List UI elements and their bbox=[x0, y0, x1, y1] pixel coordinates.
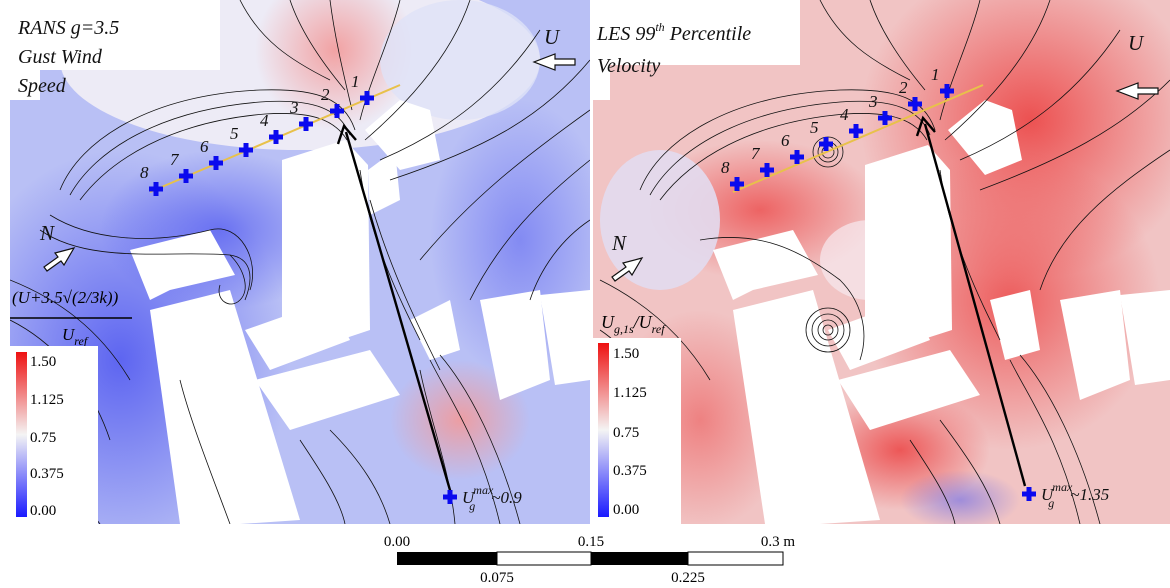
left-wind-label: U bbox=[544, 25, 561, 49]
left-tick-0-75: 0.75 bbox=[30, 430, 56, 446]
right-point-markers: 1 2 34 5 6 7 8 bbox=[721, 65, 954, 191]
left-colorbar-numerator: (U+3.5√(2/3k)) bbox=[12, 288, 119, 307]
right-wind-arrow-icon bbox=[1115, 82, 1159, 100]
left-point-label-3: 3 bbox=[289, 98, 299, 117]
right-colorbar-gradient bbox=[598, 343, 609, 517]
right-point-label-8: 8 bbox=[721, 158, 730, 177]
scale-seg-4 bbox=[687, 551, 784, 566]
scale-seg-3 bbox=[591, 552, 688, 565]
right-title-line-1: LES 99th Percentile bbox=[596, 20, 751, 45]
right-colorbar-title: Ug,1s/Uref bbox=[601, 312, 666, 336]
right-title: LES 99th Percentile Velocity bbox=[596, 20, 751, 77]
left-north-label: N bbox=[39, 221, 55, 245]
right-title-line-2: Velocity bbox=[597, 55, 660, 77]
scale-label-0-3m: 0.3 m bbox=[761, 534, 796, 550]
right-colorbar: Ug,1s/Uref 1.50 1.125 0.75 0.375 0.00 bbox=[593, 312, 681, 524]
right-tick-0-00: 0.00 bbox=[613, 502, 639, 518]
right-buildings bbox=[713, 100, 1170, 524]
right-wind-label: U bbox=[1128, 31, 1145, 55]
right-north-label: N bbox=[611, 231, 627, 255]
scale-seg-1 bbox=[397, 552, 497, 565]
right-tick-0-375: 0.375 bbox=[613, 463, 647, 479]
left-title: RANS g=3.5 Gust Wind Speed bbox=[17, 17, 119, 97]
left-point-label-7: 7 bbox=[170, 150, 180, 169]
right-umax-arrow bbox=[915, 115, 1027, 487]
right-point-label-6: 6 bbox=[781, 131, 790, 150]
left-tick-0-00: 0.00 bbox=[30, 503, 56, 519]
scale-label-0-15: 0.15 bbox=[578, 534, 604, 550]
left-title-line-2: Gust Wind bbox=[18, 46, 103, 68]
left-point-label-4: 4 bbox=[260, 111, 269, 130]
scale-label-0-00: 0.00 bbox=[384, 534, 410, 550]
right-tick-0-75: 0.75 bbox=[613, 425, 639, 441]
left-tick-0-375: 0.375 bbox=[30, 466, 64, 482]
left-point-label-6: 6 bbox=[200, 137, 209, 156]
right-panel-les bbox=[593, 0, 1170, 524]
left-tick-1-125: 1.125 bbox=[30, 392, 64, 408]
left-point-label-8: 8 bbox=[140, 163, 149, 182]
left-umax-arrow bbox=[336, 123, 454, 498]
left-colorbar-denominator: Uref bbox=[62, 325, 89, 348]
scale-label-0-225: 0.225 bbox=[671, 570, 705, 586]
right-tick-1-125: 1.125 bbox=[613, 385, 647, 401]
left-umax-annotation: Umax g ~0.9 bbox=[443, 483, 522, 513]
left-colorbar: (U+3.5√(2/3k)) Uref 1.50 1.125 0.75 0.37… bbox=[10, 288, 132, 524]
left-point-label-1: 1 bbox=[351, 72, 360, 91]
right-point-label-7: 7 bbox=[751, 144, 761, 163]
left-point-markers: 1 2 3 4 5 6 7 8 bbox=[140, 72, 374, 196]
left-title-line-3: Speed bbox=[18, 75, 67, 97]
scale-bar: 0.00 0.15 0.3 m 0.075 0.225 bbox=[384, 534, 796, 586]
left-point-label-2: 2 bbox=[321, 85, 330, 104]
right-point-label-4: 4 bbox=[840, 105, 849, 124]
left-umax-text: Umax g ~0.9 bbox=[462, 483, 522, 513]
left-wind-arrow-icon bbox=[532, 53, 576, 71]
left-point-label-5: 5 bbox=[230, 124, 239, 143]
left-streamlines bbox=[10, 0, 590, 524]
right-point-label-1: 1 bbox=[931, 65, 940, 84]
scale-seg-2 bbox=[496, 551, 592, 566]
left-north-arrow-icon bbox=[43, 247, 76, 272]
right-point-label-5: 5 bbox=[810, 118, 819, 137]
left-colorbar-gradient bbox=[16, 352, 27, 517]
right-north-arrow-icon bbox=[611, 257, 644, 282]
left-buildings bbox=[130, 100, 590, 524]
right-umax-text: Umax g ~1.35 bbox=[1041, 480, 1109, 510]
right-umax-annotation: Umax g ~1.35 bbox=[1022, 480, 1109, 510]
left-title-line-1: RANS g=3.5 bbox=[17, 17, 119, 39]
right-measurement-line bbox=[732, 84, 984, 193]
right-point-label-3: 3 bbox=[868, 92, 878, 111]
left-tick-1-50: 1.50 bbox=[30, 354, 56, 370]
right-tick-1-50: 1.50 bbox=[613, 346, 639, 362]
right-point-label-2: 2 bbox=[899, 78, 908, 97]
scale-label-0-075: 0.075 bbox=[480, 570, 514, 586]
